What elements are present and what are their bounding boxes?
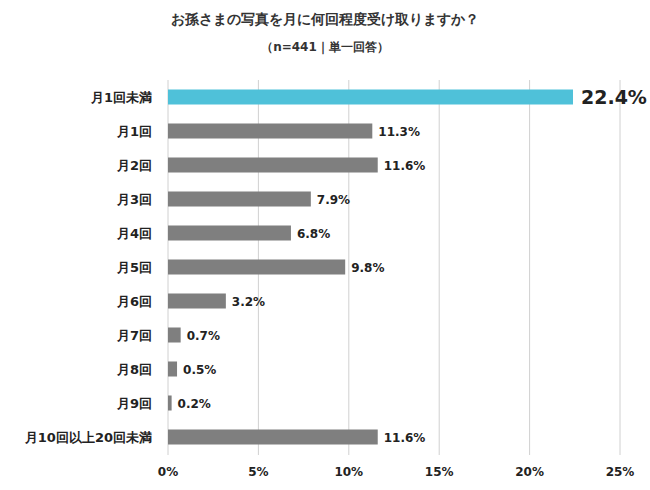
bar bbox=[168, 124, 372, 139]
category-label: 月1回 bbox=[116, 124, 152, 139]
data-label: 11.6% bbox=[384, 159, 426, 173]
data-label: 6.8% bbox=[297, 227, 330, 241]
bar bbox=[168, 396, 172, 411]
category-label: 月10回以上20回未満 bbox=[24, 430, 152, 445]
grid-line bbox=[529, 80, 530, 455]
tick-label: 5% bbox=[248, 465, 268, 479]
tick-label: 20% bbox=[515, 465, 544, 479]
bar bbox=[168, 226, 291, 241]
grid bbox=[168, 80, 620, 455]
bar bbox=[168, 192, 311, 207]
bar bbox=[168, 362, 177, 377]
category-label: 月3回 bbox=[116, 192, 152, 207]
tick-label: 25% bbox=[606, 465, 635, 479]
tick-label: 15% bbox=[425, 465, 454, 479]
chart: お孫さまの写真を月に何回程度受け取りますか？ （n=441｜単一回答） 0% 5% 10… bbox=[0, 0, 650, 490]
title: お孫さまの写真を月に何回程度受け取りますか？ bbox=[171, 11, 479, 27]
subtitle: （n=441｜単一回答） bbox=[261, 40, 389, 55]
tick-label: 10% bbox=[334, 465, 363, 479]
grid-line bbox=[439, 80, 440, 455]
category-label: 月6回 bbox=[116, 294, 152, 309]
bar bbox=[168, 294, 226, 309]
data-label: 11.6% bbox=[384, 431, 426, 445]
bar bbox=[168, 158, 378, 173]
grid-line bbox=[620, 80, 621, 455]
data-label: 0.7% bbox=[187, 329, 220, 343]
category-label: 月4回 bbox=[116, 226, 152, 241]
data-label: 7.9% bbox=[317, 193, 350, 207]
data-label: 22.4% bbox=[581, 86, 647, 108]
bar bbox=[168, 260, 345, 275]
category-label: 月2回 bbox=[116, 158, 152, 173]
data-label: 0.2% bbox=[178, 397, 211, 411]
data-label: 3.2% bbox=[232, 295, 265, 309]
tick-label: 0% bbox=[158, 465, 178, 479]
category-label: 月5回 bbox=[116, 260, 152, 275]
data-label: 9.8% bbox=[351, 261, 384, 275]
bar bbox=[168, 90, 573, 105]
category-label: 月9回 bbox=[116, 396, 152, 411]
category-label: 月7回 bbox=[116, 328, 152, 343]
data-label: 0.5% bbox=[183, 363, 216, 377]
category-label: 月1回未満 bbox=[90, 90, 152, 105]
bar bbox=[168, 328, 181, 343]
category-label: 月8回 bbox=[116, 362, 152, 377]
bar bbox=[168, 430, 378, 445]
data-label: 11.3% bbox=[378, 125, 420, 139]
